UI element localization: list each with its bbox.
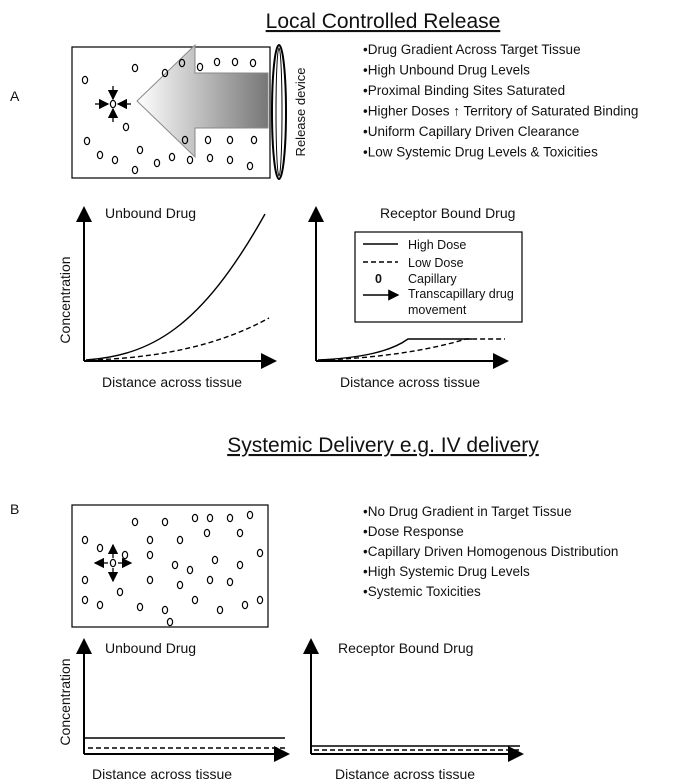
x-label: Distance across tissue	[102, 374, 242, 390]
capillary	[84, 137, 89, 144]
capillary	[137, 146, 142, 153]
page: Local Controlled Release A Release devic…	[0, 0, 692, 783]
capillary	[97, 151, 102, 158]
plot-title: Receptor Bound Drug	[338, 640, 473, 656]
capillary	[82, 76, 87, 83]
capillary	[112, 156, 117, 163]
panel-title: Local Controlled Release	[266, 10, 501, 33]
plot-title: Receptor Bound Drug	[380, 205, 515, 221]
capillary	[197, 63, 202, 70]
plot-title: Unbound Drug	[105, 640, 196, 656]
diagram: Local Controlled Release A Release devic…	[0, 0, 692, 783]
capillary	[97, 601, 102, 608]
capillary	[162, 518, 167, 525]
capillary	[147, 551, 152, 558]
bullet: •Low Systemic Drug Levels & Toxicities	[363, 145, 598, 160]
capillary	[167, 618, 172, 625]
capillary	[147, 536, 152, 543]
capillary	[82, 536, 87, 543]
bullet: •High Systemic Drug Levels	[363, 564, 530, 579]
capillary	[227, 578, 232, 585]
capillary	[227, 136, 232, 143]
capillary	[214, 58, 219, 65]
capillary	[247, 162, 252, 169]
capillary	[232, 58, 237, 65]
capillary	[132, 166, 137, 173]
legend-symbol: 0	[375, 272, 382, 286]
capillary	[137, 603, 142, 610]
capillary	[154, 159, 159, 166]
capillary	[207, 514, 212, 521]
capillary	[237, 529, 242, 536]
bullet: •Systemic Toxicities	[363, 584, 481, 599]
capillary	[132, 518, 137, 525]
capillary	[97, 544, 102, 551]
capillary	[132, 64, 137, 71]
capillary	[237, 561, 242, 568]
capillary	[212, 556, 217, 563]
bullet: •Dose Response	[363, 524, 464, 539]
legend-label: Low Dose	[408, 256, 464, 270]
capillary	[82, 576, 87, 583]
capillary	[207, 154, 212, 161]
capillary	[177, 581, 182, 588]
capillary	[192, 596, 197, 603]
bullet: •Proximal Binding Sites Saturated	[363, 83, 565, 98]
capillary	[227, 514, 232, 521]
panel-label: A	[10, 88, 20, 104]
high-dose-curve	[318, 339, 472, 360]
bullet: •High Unbound Drug Levels	[363, 63, 530, 78]
capillary	[257, 596, 262, 603]
panel-title: Systemic Delivery e.g. IV delivery	[227, 434, 539, 457]
capillary	[123, 123, 128, 130]
panel-label: B	[10, 501, 19, 517]
capillary	[187, 156, 192, 163]
capillary	[227, 156, 232, 163]
capillary	[82, 596, 87, 603]
capillary	[162, 606, 167, 613]
capillary	[250, 59, 255, 66]
low-dose-curve	[90, 318, 269, 360]
capillary	[205, 136, 210, 143]
capillary	[147, 576, 152, 583]
capillary	[177, 536, 182, 543]
legend-label: Capillary	[408, 272, 457, 286]
device-label: Release device	[293, 68, 308, 157]
capillary	[217, 606, 222, 613]
bullet: •Capillary Driven Homogenous Distributio…	[363, 544, 618, 559]
capillary	[187, 566, 192, 573]
capillary	[117, 588, 122, 595]
capillary	[247, 511, 252, 518]
x-label: Distance across tissue	[92, 766, 232, 782]
capillary	[192, 514, 197, 521]
bullet: •Higher Doses ↑ Territory of Saturated B…	[363, 104, 638, 119]
capillary	[110, 100, 115, 107]
legend-label: Transcapillary drug	[408, 287, 514, 301]
release-arrow	[137, 45, 268, 157]
bullet: •Uniform Capillary Driven Clearance	[363, 124, 579, 139]
capillary	[242, 601, 247, 608]
capillary	[251, 136, 256, 143]
capillary	[169, 153, 174, 160]
bullet: •No Drug Gradient in Target Tissue	[363, 504, 572, 519]
bullet-list: •No Drug Gradient in Target Tissue •Dose …	[363, 504, 618, 599]
x-label: Distance across tissue	[335, 766, 475, 782]
capillary	[257, 549, 262, 556]
capillary	[110, 559, 115, 566]
x-label: Distance across tissue	[340, 374, 480, 390]
capillary	[122, 551, 127, 558]
bullet-list: •Drug Gradient Across Target Tissue •High…	[363, 42, 638, 160]
y-label: Concentration	[57, 658, 73, 745]
legend-label: movement	[408, 303, 467, 317]
capillary	[204, 529, 209, 536]
plot-title: Unbound Drug	[105, 205, 196, 221]
y-label: Concentration	[57, 256, 73, 343]
capillary	[207, 576, 212, 583]
high-dose-curve	[86, 214, 265, 360]
bullet: •Drug Gradient Across Target Tissue	[363, 42, 581, 57]
capillaries	[82, 511, 262, 625]
capillary	[172, 561, 177, 568]
release-device	[272, 45, 286, 179]
legend-label: High Dose	[408, 238, 466, 252]
